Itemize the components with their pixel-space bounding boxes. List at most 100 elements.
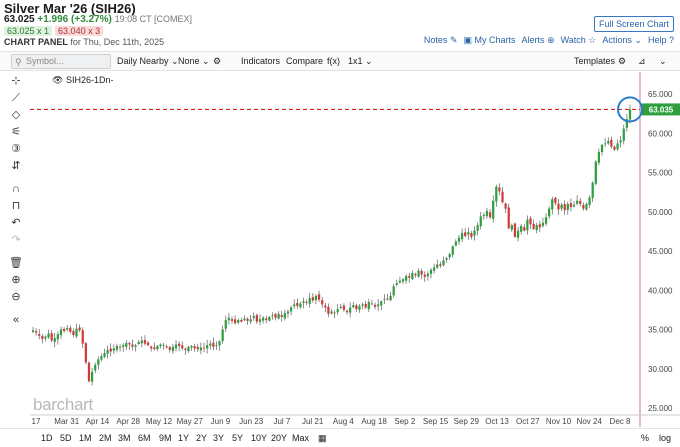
candle	[162, 345, 165, 346]
candle	[66, 327, 69, 330]
x-tick-label: Apr 14	[86, 417, 110, 426]
candle	[252, 316, 255, 319]
alerts-link[interactable]: Alerts ⊕	[522, 35, 555, 46]
candle	[81, 329, 84, 344]
candle	[47, 333, 50, 338]
projection-icon[interactable]: ⇵	[11, 160, 21, 172]
range-6m[interactable]: 6M	[138, 433, 151, 443]
calendar-icon[interactable]: ▦	[318, 433, 327, 443]
chart-canvas[interactable]: 65.000 60.000 55.000 50.000 45.000 40.000 35.0…	[0, 72, 680, 427]
candle	[125, 342, 128, 347]
undo-icon[interactable]: ↶	[11, 217, 21, 229]
candle	[544, 217, 548, 224]
help-link[interactable]: Help ?	[648, 35, 674, 46]
study-dropdown[interactable]: None ⌄	[178, 56, 210, 67]
zoom-in-icon[interactable]: ⊕	[11, 274, 21, 286]
range-max[interactable]: Max	[292, 433, 310, 443]
candle	[321, 300, 324, 305]
y-tick-label: 35.000	[648, 326, 673, 335]
x-tick-label: Jul 7	[273, 417, 290, 426]
crosshair-icon[interactable]: ⊹	[11, 75, 21, 87]
watch-link[interactable]: Watch ☆	[561, 35, 597, 46]
star-icon: ☆	[588, 35, 597, 45]
range-3y[interactable]: 3Y	[213, 433, 225, 443]
actions-label: Actions	[602, 35, 632, 45]
candle	[436, 264, 439, 268]
redo-icon[interactable]: ↷	[11, 234, 21, 246]
candle	[597, 152, 601, 163]
shapes-icon[interactable]: ◇	[11, 109, 21, 121]
trash-icon[interactable]: 🗑	[9, 257, 23, 269]
period-dropdown[interactable]: Daily Nearby ⌄	[117, 56, 179, 67]
x-tick-label: Sep 15	[423, 417, 449, 426]
range-1d[interactable]: 1D	[41, 433, 53, 443]
counter-icon[interactable]: ③	[11, 143, 21, 155]
eye-icon[interactable]: 👁	[52, 75, 64, 85]
last-price-label: 63.035	[649, 105, 674, 114]
candle	[280, 314, 283, 317]
collapse-sidebar-icon[interactable]: «	[12, 314, 20, 326]
range-10y[interactable]: 10Y	[251, 433, 268, 443]
chart-style-icon[interactable]: ⚙	[213, 56, 222, 66]
candle	[94, 364, 97, 371]
lock-icon[interactable]: ⊓	[11, 200, 21, 212]
compare-button[interactable]: Compare	[286, 56, 324, 66]
candle	[299, 303, 302, 308]
candle	[401, 279, 405, 282]
fx-button[interactable]: f(x)	[327, 56, 340, 66]
candle	[408, 276, 411, 278]
price-chart[interactable]: 65.000 60.000 55.000 50.000 45.000 40.000 35.0…	[0, 72, 680, 427]
y-tick-label: 50.000	[648, 208, 673, 217]
magnet-icon[interactable]: ∩	[12, 183, 20, 195]
candle	[582, 205, 585, 209]
fibonacci-icon[interactable]: ⚟	[11, 126, 21, 138]
candle	[324, 305, 327, 308]
candle	[84, 343, 87, 363]
candle	[327, 306, 330, 314]
candle	[498, 187, 501, 192]
layout-dropdown[interactable]: 1x1 ⌄	[348, 56, 373, 67]
range-2m[interactable]: 2M	[99, 433, 112, 443]
range-1m[interactable]: 1M	[79, 433, 92, 443]
full-screen-button[interactable]: Full Screen Chart	[593, 16, 674, 32]
chart-panel-label: CHART PANEL for Thu, Dec 11th, 2025	[4, 37, 164, 47]
mycharts-link[interactable]: ▣ My Charts	[463, 35, 515, 46]
candle	[72, 330, 75, 335]
symbol-search-input[interactable]: ⚲ Symbol...	[11, 54, 111, 69]
range-1y[interactable]: 1Y	[178, 433, 190, 443]
chart-toolbar: ⚲ Symbol... Daily Nearby ⌄ None ⌄ ⚙ Indi…	[0, 51, 680, 71]
candle	[426, 273, 430, 277]
log-toggle[interactable]: log	[659, 433, 672, 443]
candle	[445, 258, 448, 260]
candle	[607, 141, 610, 144]
candle	[352, 305, 355, 308]
notes-link[interactable]: Notes ✎	[424, 35, 458, 46]
range-20y[interactable]: 20Y	[271, 433, 288, 443]
candle	[495, 186, 498, 202]
range-9m[interactable]: 9M	[159, 433, 172, 443]
range-5y[interactable]: 5Y	[232, 433, 244, 443]
chevron-down-icon[interactable]: ⌄	[659, 56, 667, 66]
candle	[460, 232, 464, 240]
candle	[268, 316, 271, 321]
percent-toggle[interactable]: %	[641, 433, 650, 443]
range-5d[interactable]: 5D	[60, 433, 72, 443]
pin-icon[interactable]: ⊿	[638, 56, 646, 66]
ask-badge: 63.040 x 3	[55, 26, 104, 36]
candle	[579, 200, 582, 204]
x-tick-label: 17	[32, 417, 41, 426]
candle	[355, 305, 358, 310]
candle	[535, 225, 538, 231]
trendline-icon[interactable]: ⟋	[12, 92, 20, 104]
candle	[576, 200, 579, 204]
templates-button[interactable]: Templates	[574, 56, 616, 66]
range-2y[interactable]: 2Y	[196, 433, 208, 443]
range-3m[interactable]: 3M	[118, 433, 131, 443]
indicators-button[interactable]: Indicators	[241, 56, 281, 66]
candle	[153, 347, 156, 350]
actions-menu[interactable]: Actions ⌄	[602, 35, 642, 46]
candle	[134, 345, 137, 347]
gear-icon[interactable]: ⚙	[618, 56, 627, 66]
zoom-out-icon[interactable]: ⊖	[11, 291, 21, 303]
candle	[261, 317, 265, 321]
